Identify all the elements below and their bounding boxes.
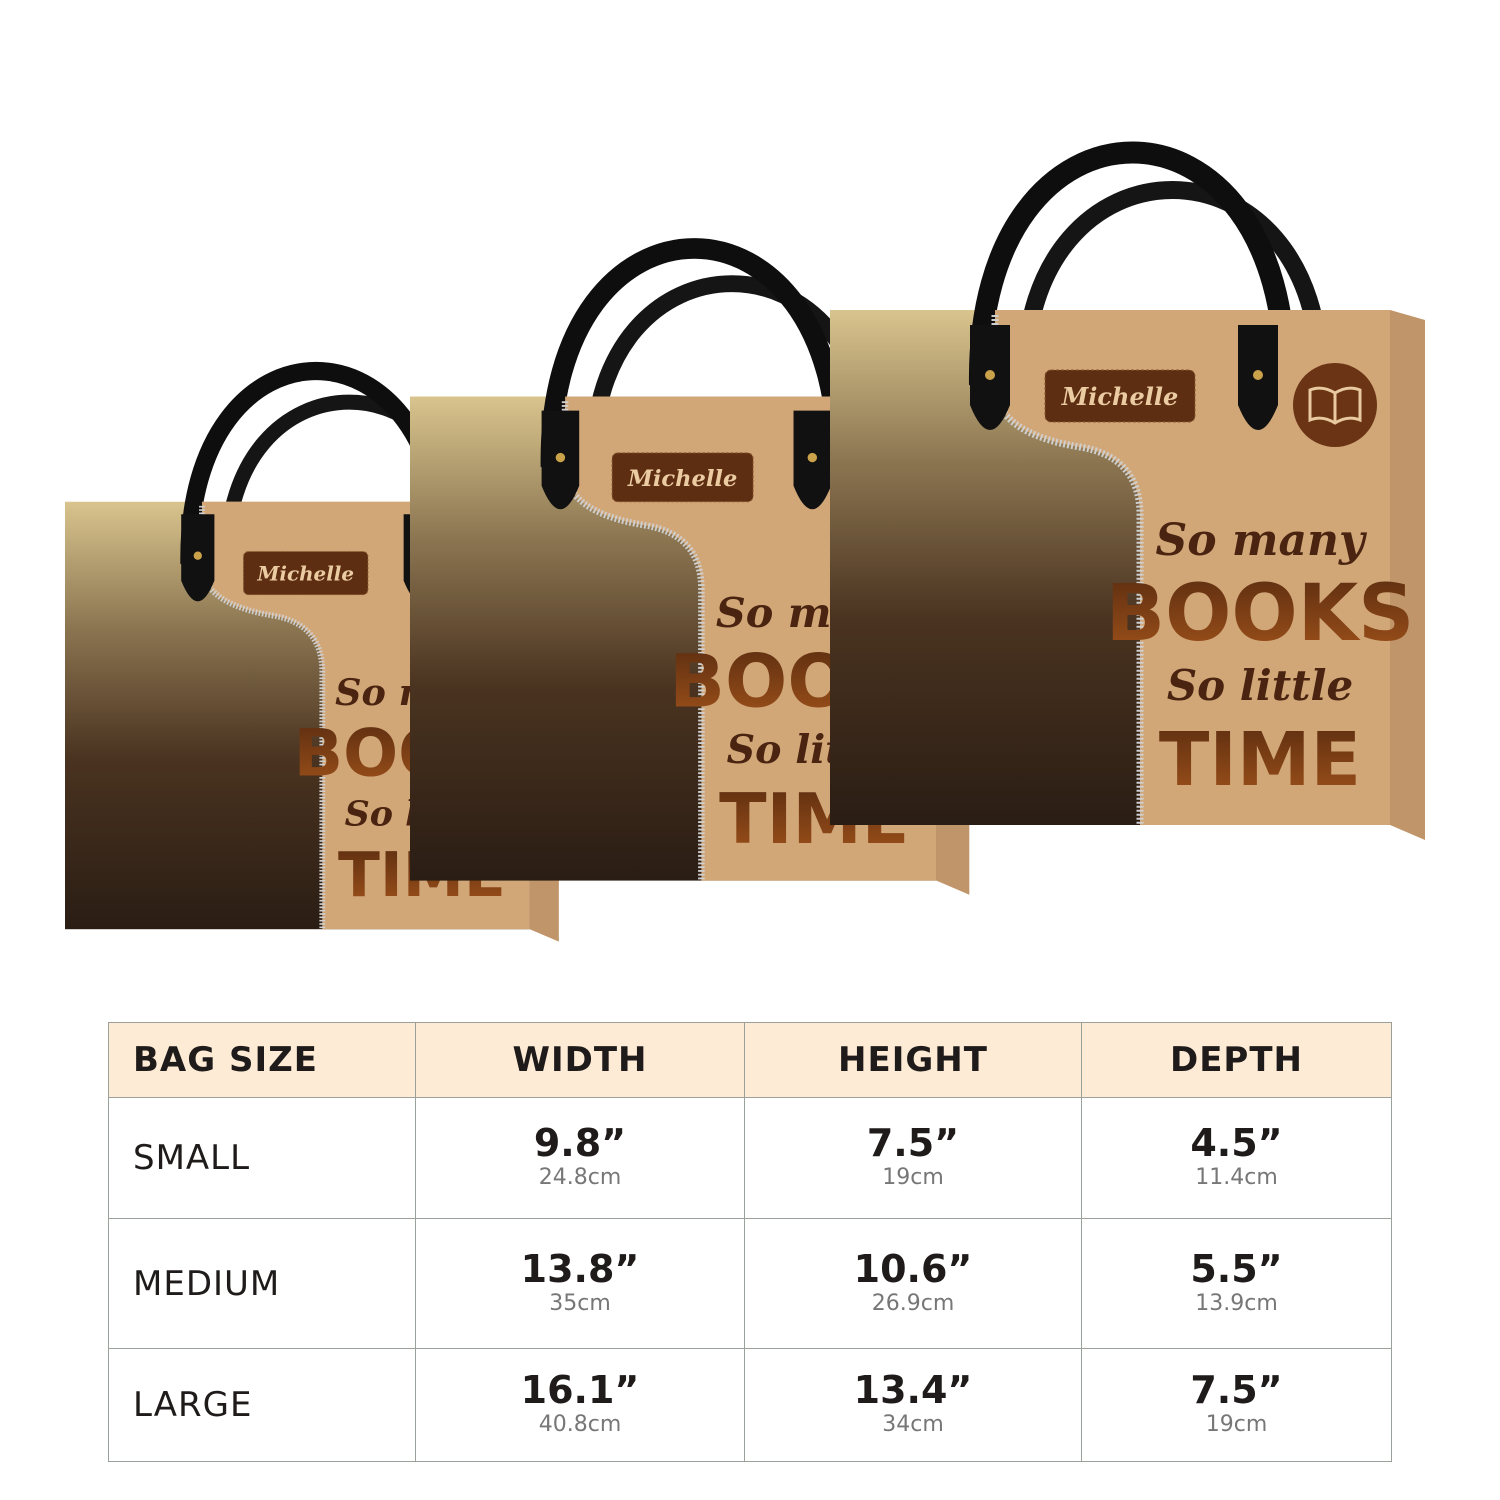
slogan-line-4: TIME (1159, 717, 1361, 803)
name-tag-text: Michelle (627, 466, 737, 492)
name-tag-text: Michelle (256, 562, 354, 586)
header-bag-size: BAG SIZE (108, 1022, 416, 1098)
table-header-row: BAG SIZE WIDTH HEIGHT DEPTH (108, 1022, 1392, 1098)
depth-cell: 7.5” 19cm (1081, 1348, 1392, 1462)
height-inches: 10.6” (853, 1246, 973, 1291)
header-depth: DEPTH (1081, 1022, 1392, 1098)
width-cm: 24.8cm (538, 1165, 622, 1190)
name-tag (1044, 369, 1196, 423)
size-chart-table: BAG SIZE WIDTH HEIGHT DEPTH SMALL 9.8” 24… (108, 1022, 1392, 1462)
width-cell: 9.8” 24.8cm (415, 1097, 745, 1219)
height-cm: 19cm (882, 1165, 944, 1190)
size-label: MEDIUM (108, 1218, 416, 1349)
slogan-line-1: So many (1155, 515, 1367, 566)
depth-cm: 13.9cm (1195, 1290, 1278, 1316)
table-row: SMALL 9.8” 24.8cm 7.5” 19cm 4.5” 11.4cm (108, 1097, 1392, 1219)
depth-inches: 7.5” (1190, 1368, 1283, 1412)
bag-large: Michelle So many BOOKS So little TIME (830, 85, 1430, 845)
width-cm: 40.8cm (538, 1412, 622, 1437)
height-cm: 26.9cm (871, 1290, 955, 1316)
open-book-icon (1308, 386, 1362, 425)
slogan-line-3: So little (1167, 661, 1353, 710)
front-handle (968, 141, 1297, 386)
header-height: HEIGHT (744, 1022, 1082, 1098)
bag-illustration: Michelle So many BOOKS So little TIME (830, 141, 1425, 840)
width-cell: 16.1” 40.8cm (415, 1348, 745, 1462)
depth-cell: 5.5” 13.9cm (1081, 1218, 1392, 1349)
width-cell: 13.8” 35cm (415, 1218, 745, 1349)
table-row: MEDIUM 13.8” 35cm 10.6” 26.9cm 5.5” 13.9cm (108, 1218, 1392, 1349)
name-tag-text: Michelle (1061, 382, 1179, 411)
zipper (991, 315, 1144, 825)
depth-cm: 11.4cm (1195, 1165, 1278, 1190)
height-cell: 13.4” 34cm (744, 1348, 1082, 1462)
height-cm: 34cm (882, 1412, 944, 1437)
table-row: LARGE 16.1” 40.8cm 13.4” 34cm 7.5” 19cm (108, 1348, 1392, 1462)
width-inches: 13.8” (520, 1246, 640, 1291)
depth-inches: 5.5” (1190, 1246, 1283, 1291)
height-inches: 13.4” (853, 1368, 973, 1412)
width-inches: 16.1” (520, 1368, 640, 1412)
height-cell: 7.5” 19cm (744, 1097, 1082, 1219)
name-tag (243, 551, 369, 596)
name-tag (611, 452, 754, 503)
front-handle (540, 238, 849, 468)
side-panel (1390, 310, 1425, 840)
size-label: SMALL (108, 1097, 416, 1219)
header-width: WIDTH (415, 1022, 745, 1098)
width-inches: 9.8” (533, 1121, 627, 1165)
size-label: LARGE (108, 1348, 416, 1462)
height-cell: 10.6” 26.9cm (744, 1218, 1082, 1349)
height-inches: 7.5” (866, 1121, 960, 1165)
zipper (199, 505, 326, 930)
width-cm: 35cm (549, 1290, 611, 1316)
front-leather-panel (995, 310, 1390, 825)
depth-inches: 4.5” (1190, 1121, 1283, 1165)
slogan-line-2: BOOKS (1106, 569, 1415, 659)
depth-cm: 19cm (1205, 1412, 1268, 1437)
back-handle (1015, 181, 1330, 386)
depth-cell: 4.5” 11.4cm (1081, 1097, 1392, 1219)
